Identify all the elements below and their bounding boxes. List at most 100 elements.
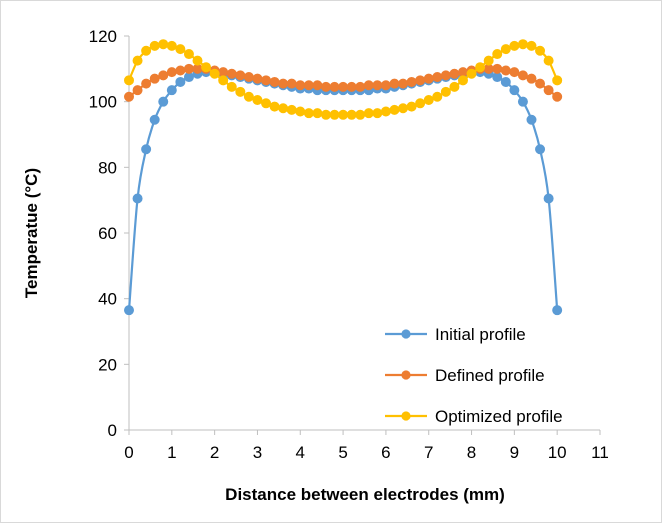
data-point bbox=[389, 78, 400, 89]
data-point bbox=[132, 85, 143, 96]
data-point bbox=[517, 39, 528, 50]
x-tick-label: 0 bbox=[124, 443, 133, 462]
series-2 bbox=[124, 63, 563, 102]
data-point bbox=[269, 76, 280, 87]
data-point bbox=[500, 44, 511, 55]
data-point bbox=[329, 109, 340, 120]
x-tick-label: 4 bbox=[296, 443, 305, 462]
y-tick-label: 80 bbox=[98, 158, 117, 177]
data-point bbox=[543, 85, 554, 96]
data-point bbox=[243, 72, 254, 83]
data-point bbox=[500, 76, 511, 87]
legend-entry: Optimized profile bbox=[385, 407, 563, 426]
data-point bbox=[423, 73, 434, 84]
data-point bbox=[535, 45, 546, 56]
data-point bbox=[312, 80, 323, 91]
data-point bbox=[175, 44, 186, 55]
data-point bbox=[320, 109, 331, 120]
data-point bbox=[149, 114, 160, 125]
data-point bbox=[372, 108, 383, 119]
data-point bbox=[398, 78, 409, 89]
x-tick-label: 2 bbox=[210, 443, 219, 462]
data-point bbox=[175, 65, 186, 76]
legend-marker bbox=[401, 370, 411, 380]
x-tick-label: 9 bbox=[510, 443, 519, 462]
legend-entry: Initial profile bbox=[385, 325, 526, 344]
data-point bbox=[329, 81, 340, 92]
data-point bbox=[338, 81, 349, 92]
data-point bbox=[286, 104, 297, 115]
data-point bbox=[500, 65, 511, 76]
data-point bbox=[312, 108, 323, 119]
data-point bbox=[449, 81, 460, 92]
data-point bbox=[124, 75, 135, 86]
data-point bbox=[183, 49, 194, 60]
legend-label: Defined profile bbox=[435, 366, 545, 385]
x-axis-title: Distance between electrodes (mm) bbox=[225, 485, 505, 504]
data-point bbox=[235, 70, 246, 81]
data-point bbox=[552, 91, 563, 102]
data-point bbox=[166, 40, 177, 51]
data-point bbox=[380, 80, 391, 91]
y-tick-label: 0 bbox=[108, 421, 117, 440]
data-point bbox=[355, 81, 366, 92]
data-point bbox=[440, 70, 451, 81]
data-point bbox=[320, 81, 331, 92]
data-point bbox=[526, 114, 537, 125]
series-1 bbox=[124, 67, 563, 316]
data-point bbox=[380, 106, 391, 117]
y-tick-label: 100 bbox=[89, 93, 117, 112]
data-point bbox=[175, 76, 186, 87]
data-point bbox=[552, 305, 563, 316]
data-point bbox=[492, 49, 503, 60]
data-point bbox=[218, 75, 229, 86]
data-point bbox=[295, 80, 306, 91]
data-point bbox=[440, 86, 451, 97]
data-point bbox=[141, 144, 152, 155]
data-point bbox=[269, 101, 280, 112]
x-tick-label: 11 bbox=[591, 443, 609, 462]
data-point bbox=[261, 75, 272, 86]
data-point bbox=[466, 68, 477, 79]
data-point bbox=[278, 78, 289, 89]
y-axis-title: Temperatue (°C) bbox=[22, 168, 41, 298]
data-point bbox=[132, 55, 143, 66]
legend-label: Initial profile bbox=[435, 325, 526, 344]
x-tick-label: 7 bbox=[424, 443, 433, 462]
legend-label: Optimized profile bbox=[435, 407, 563, 426]
y-tick-label: 20 bbox=[98, 355, 117, 374]
data-point bbox=[295, 106, 306, 117]
x-tick-label: 5 bbox=[338, 443, 347, 462]
data-point bbox=[372, 80, 383, 91]
y-tick-label: 40 bbox=[98, 290, 117, 309]
data-point bbox=[192, 55, 203, 66]
legend-marker bbox=[401, 411, 411, 421]
data-point bbox=[286, 78, 297, 89]
axes: 0 20 40 60 80 100 120 0 1 2 3 4 5 6 7 8 9 10 11 bbox=[89, 27, 609, 462]
data-point bbox=[552, 75, 563, 86]
data-point bbox=[406, 76, 417, 87]
data-point bbox=[406, 101, 417, 112]
data-point bbox=[158, 39, 169, 50]
y-tick-label: 120 bbox=[89, 27, 117, 46]
data-point bbox=[278, 103, 289, 114]
data-point bbox=[261, 98, 272, 109]
data-point bbox=[423, 95, 434, 106]
data-point bbox=[346, 81, 357, 92]
data-point bbox=[526, 73, 537, 84]
data-point bbox=[457, 75, 468, 86]
data-point bbox=[124, 91, 135, 102]
data-point bbox=[141, 45, 152, 56]
y-tick-label: 60 bbox=[98, 224, 117, 243]
data-point bbox=[432, 72, 443, 83]
data-point bbox=[303, 108, 314, 119]
data-point bbox=[492, 63, 503, 74]
data-point bbox=[243, 91, 254, 102]
data-point bbox=[483, 55, 494, 66]
data-point bbox=[449, 68, 460, 79]
legend-marker bbox=[401, 329, 411, 339]
data-point bbox=[415, 75, 426, 86]
data-point bbox=[355, 109, 366, 120]
data-point bbox=[158, 96, 169, 107]
data-point bbox=[149, 40, 160, 51]
